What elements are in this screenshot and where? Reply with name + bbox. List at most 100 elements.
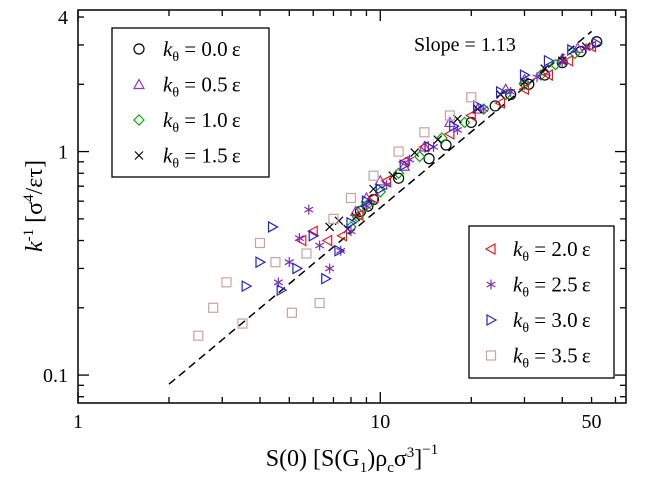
data-point <box>581 43 591 54</box>
legend-label: kθ = 0.0 ε <box>163 37 241 65</box>
data-point <box>367 191 379 204</box>
legend-marker <box>485 350 497 361</box>
plot-frame <box>77 9 627 404</box>
legend-right-box <box>468 225 615 379</box>
data-point <box>518 83 530 96</box>
data-point <box>321 234 333 247</box>
data-point <box>193 330 204 341</box>
data-point <box>314 240 325 251</box>
data-point <box>518 78 531 91</box>
data-point <box>346 226 356 237</box>
legend-label: kθ = 3.5 ε <box>513 344 591 372</box>
data-point <box>436 132 448 144</box>
data-point <box>382 179 392 190</box>
legend-marker <box>134 151 144 160</box>
data-point <box>276 284 288 297</box>
legend-entry: kθ = 2.5 ε <box>486 273 591 301</box>
legend-entry: kθ = 1.5 ε <box>134 144 241 172</box>
legend-label: kθ = 2.5 ε <box>513 273 591 301</box>
data-point <box>440 139 452 151</box>
data-point <box>237 318 248 329</box>
legend-entry: kθ = 3.0 ε <box>486 308 591 336</box>
legend-marker <box>486 313 498 327</box>
legend-sub: θ <box>172 121 179 136</box>
data-point <box>404 154 415 165</box>
legend-sub: θ <box>172 157 179 172</box>
series-7 <box>193 92 477 341</box>
data-point <box>465 116 477 129</box>
y-tick-label: 4 <box>58 7 68 29</box>
data-point <box>304 204 314 215</box>
data-point <box>540 64 550 74</box>
legend-entry: kθ = 0.5 ε <box>132 73 241 101</box>
legend-val: = 2.5 ε <box>529 273 591 297</box>
legend-k: k <box>513 237 523 261</box>
data-point <box>549 58 562 71</box>
data-point <box>368 170 379 181</box>
data-point <box>254 237 266 249</box>
legend-marker <box>133 114 145 126</box>
data-point <box>419 127 430 138</box>
data-point <box>346 216 358 229</box>
data-point <box>449 120 460 133</box>
legend: kθ = 0.0 εkθ = 0.5 εkθ = 1.0 εkθ = 1.5 ε… <box>132 37 591 372</box>
data-point <box>294 233 305 244</box>
data-point <box>499 83 512 94</box>
data-point <box>336 245 346 256</box>
legend-k: k <box>513 344 523 368</box>
data-point <box>241 280 253 293</box>
data-point <box>336 229 348 242</box>
legend-k: k <box>513 308 523 332</box>
data-point <box>519 69 531 82</box>
data-point <box>397 155 409 168</box>
data-point <box>314 297 325 309</box>
legend-val: = 2.0 ε <box>529 237 591 261</box>
y-axis-title: k-1 [σ4/ετ] <box>21 160 48 252</box>
data-point <box>321 272 332 285</box>
data-point <box>286 307 297 318</box>
data-point <box>465 109 476 122</box>
data-point <box>423 153 435 165</box>
legend-k: k <box>163 144 173 168</box>
data-point <box>393 146 404 157</box>
data-point <box>361 195 373 208</box>
data-point <box>543 54 555 67</box>
legend-val: = 3.5 ε <box>529 344 591 368</box>
series-4 <box>295 40 597 247</box>
data-point <box>473 99 484 112</box>
data-point <box>413 150 426 163</box>
data-point <box>418 140 430 153</box>
legend-label: kθ = 3.0 ε <box>513 308 591 336</box>
legend-val: = 0.0 ε <box>179 37 241 61</box>
y-tick-label: 1 <box>58 142 68 164</box>
data-point <box>418 140 431 152</box>
legend-k: k <box>163 37 173 61</box>
data-point <box>471 102 484 114</box>
series-6 <box>241 37 603 297</box>
series-5 <box>273 43 591 288</box>
data-point <box>399 159 411 172</box>
data-point <box>532 72 542 83</box>
legend-left-box <box>111 27 270 178</box>
data-point <box>352 209 364 222</box>
data-point <box>568 47 581 60</box>
legend-label: kθ = 1.0 ε <box>163 108 241 136</box>
data-point <box>334 244 346 257</box>
data-point <box>506 86 516 97</box>
data-point <box>324 263 335 274</box>
legend-val: = 3.0 ε <box>529 308 591 332</box>
x-tick-label: 10 <box>370 411 390 433</box>
data-point <box>301 248 312 259</box>
data-point <box>466 92 477 103</box>
legend-entry: kθ = 3.5 ε <box>485 344 591 372</box>
data-point <box>375 182 387 196</box>
data-point <box>295 234 307 247</box>
data-point <box>308 229 320 242</box>
legend-marker <box>486 279 496 290</box>
legend-entry: kθ = 0.0 ε <box>133 37 241 65</box>
slope-annotation: Slope = 1.13 <box>414 34 516 56</box>
data-point <box>444 110 456 121</box>
data-point <box>361 201 372 212</box>
x-tick-label: 50 <box>582 411 602 433</box>
